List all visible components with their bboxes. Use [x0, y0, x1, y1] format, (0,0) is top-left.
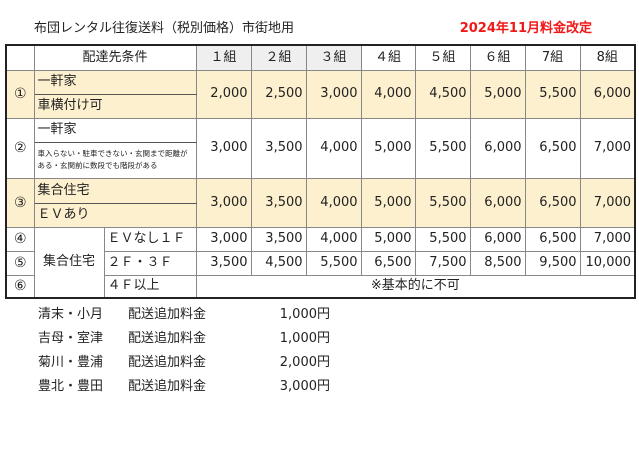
table-row: ⑥ ４Ｆ以上 ※基本的に不可: [5, 274, 636, 299]
price-cell: 4,000: [305, 177, 362, 228]
header-group: 7組: [524, 44, 581, 71]
condition-detail: 車入らない・駐車できない・玄関まで距離がある・玄関前に数段でも階段がある: [33, 141, 197, 179]
price-cell: 6,500: [524, 117, 581, 179]
price-cell: 3,500: [250, 226, 307, 252]
price-cell: 4,000: [305, 117, 362, 179]
price-cell: 6,500: [524, 177, 581, 228]
row-number: ②: [5, 117, 35, 179]
price-cell: 3,500: [195, 250, 252, 276]
table-row: ① 一軒家 2,000 2,500 3,000 4,000 4,500 5,00…: [5, 69, 636, 119]
table-row: 車入らない・駐車できない・玄関まで距離がある・玄関前に数段でも階段がある: [6, 141, 635, 179]
condition-detail: 車横付け可: [33, 93, 197, 119]
fee-amount: 1,000円: [279, 307, 330, 322]
price-cell: 2,000: [195, 69, 252, 119]
price-cell: 7,000: [579, 177, 636, 228]
fee-row: 豊北・豊田 配送追加料金 3,000円: [5, 375, 634, 399]
price-cell: 3,000: [195, 226, 252, 252]
fee-amount: 2,000円: [279, 355, 330, 370]
header-group: 8組: [579, 44, 636, 71]
price-cell: 2,500: [250, 69, 307, 119]
header-row: 配達先条件 １組 ２組 ３組 ４組 ５組 ６組 7組 8組: [5, 44, 636, 71]
price-cell: 6,000: [469, 177, 526, 228]
row-number: ⑤: [5, 250, 35, 276]
fee-row: 菊川・豊浦 配送追加料金 2,000円: [5, 351, 634, 375]
price-cell: 10,000: [579, 250, 636, 276]
revision-notice: 2024年11月料金改定: [459, 21, 592, 36]
price-cell: 4,500: [250, 250, 307, 276]
price-cell: 3,500: [250, 117, 307, 179]
condition-detail: ＥＶあり: [33, 202, 197, 228]
price-cell: 6,000: [579, 69, 636, 119]
price-cell: 6,500: [360, 250, 416, 276]
header-group: ３組: [305, 44, 362, 71]
fee-label: 配送追加料金: [128, 307, 207, 322]
fee-row: 清末・小月 配送追加料金 1,000円: [5, 303, 634, 327]
fee-amount: 3,000円: [279, 379, 330, 394]
extra-fee-list: 清末・小月 配送追加料金 1,000円 吉母・室津 配送追加料金 1,000円 菊川・豊…: [5, 303, 634, 399]
condition-detail: ４Ｆ以上: [103, 274, 197, 299]
fee-area: 菊川・豊浦: [38, 355, 104, 370]
page-title: 布団レンタル往復送料（税別価格）市街地用: [34, 21, 295, 36]
price-cell: 4,500: [414, 69, 471, 119]
group-label: 集合住宅: [33, 226, 105, 299]
price-cell: 5,000: [360, 177, 416, 228]
price-cell: 5,500: [414, 177, 471, 228]
fee-area: 豊北・豊田: [38, 379, 104, 394]
table-row: ② 一軒家 3,000 3,500 4,000 5,000 5,500 6,00…: [5, 117, 636, 179]
row-number: ①: [5, 69, 35, 119]
price-cell: 3,500: [250, 177, 307, 228]
header-group: １組: [195, 44, 252, 71]
table-row: ④ 集合住宅 ＥＶなし１Ｆ 3,000 3,500 4,000 5,000 5,…: [5, 226, 636, 299]
price-cell: 8,500: [469, 250, 526, 276]
price-cell: 5,500: [414, 226, 471, 252]
price-cell: 3,000: [305, 69, 362, 119]
page: 布団レンタル往復送料（税別価格）市街地用 2024年11月料金改定 配達先条件 …: [5, 20, 637, 399]
price-cell: 4,000: [360, 69, 416, 119]
price-cell: 6,500: [524, 226, 581, 252]
price-cell: 6,000: [469, 117, 526, 179]
header-group: ４組: [360, 44, 416, 71]
price-table: 配達先条件 １組 ２組 ３組 ４組 ５組 ６組 7組 8組 ① 一軒家 2,00…: [5, 44, 637, 299]
fee-label: 配送追加料金: [128, 355, 207, 370]
price-cell: 3,000: [195, 117, 252, 179]
price-cell: 5,000: [469, 69, 526, 119]
price-cell: 5,500: [524, 69, 581, 119]
price-cell: 5,000: [360, 117, 416, 179]
price-cell: 6,000: [469, 226, 526, 252]
price-cell: 4,000: [305, 226, 362, 252]
title-bar: 布団レンタル往復送料（税別価格）市街地用 2024年11月料金改定: [5, 20, 634, 44]
row-number: ④: [5, 226, 35, 252]
fee-label: 配送追加料金: [128, 379, 207, 394]
price-cell: 5,500: [305, 250, 362, 276]
header-group: ２組: [250, 44, 307, 71]
price-cell: 3,000: [195, 177, 252, 228]
condition-detail: ＥＶなし１Ｆ: [103, 226, 197, 252]
price-cell: 9,500: [524, 250, 581, 276]
price-cell: 7,000: [579, 226, 636, 252]
row-number: ⑥: [5, 274, 35, 299]
condition: 一軒家: [33, 117, 197, 143]
table-row: ③ 集合住宅 3,000 3,500 4,000 5,000 5,500 6,0…: [5, 177, 636, 228]
price-cell: 5,500: [414, 117, 471, 179]
condition: 一軒家: [33, 69, 197, 95]
fee-amount: 1,000円: [279, 331, 330, 346]
price-cell: 7,500: [414, 250, 471, 276]
not-available-note: ※基本的に不可: [195, 274, 636, 299]
condition: 集合住宅: [33, 177, 197, 204]
row-number: ③: [5, 177, 35, 228]
price-cell: 5,000: [360, 226, 416, 252]
table-row: ⑤ ２Ｆ・３Ｆ 3,500 4,500 5,500 6,500 7,500 8,…: [5, 250, 636, 276]
fee-area: 清末・小月: [38, 307, 104, 322]
fee-area: 吉母・室津: [38, 331, 104, 346]
fee-label: 配送追加料金: [128, 331, 207, 346]
header-condition: 配達先条件: [33, 44, 197, 71]
header-group: ６組: [469, 44, 526, 71]
header-blank: [5, 44, 35, 71]
fee-row: 吉母・室津 配送追加料金 1,000円: [5, 327, 634, 351]
header-group: ５組: [414, 44, 471, 71]
price-cell: 7,000: [579, 117, 636, 179]
condition-detail: ２Ｆ・３Ｆ: [103, 250, 197, 276]
